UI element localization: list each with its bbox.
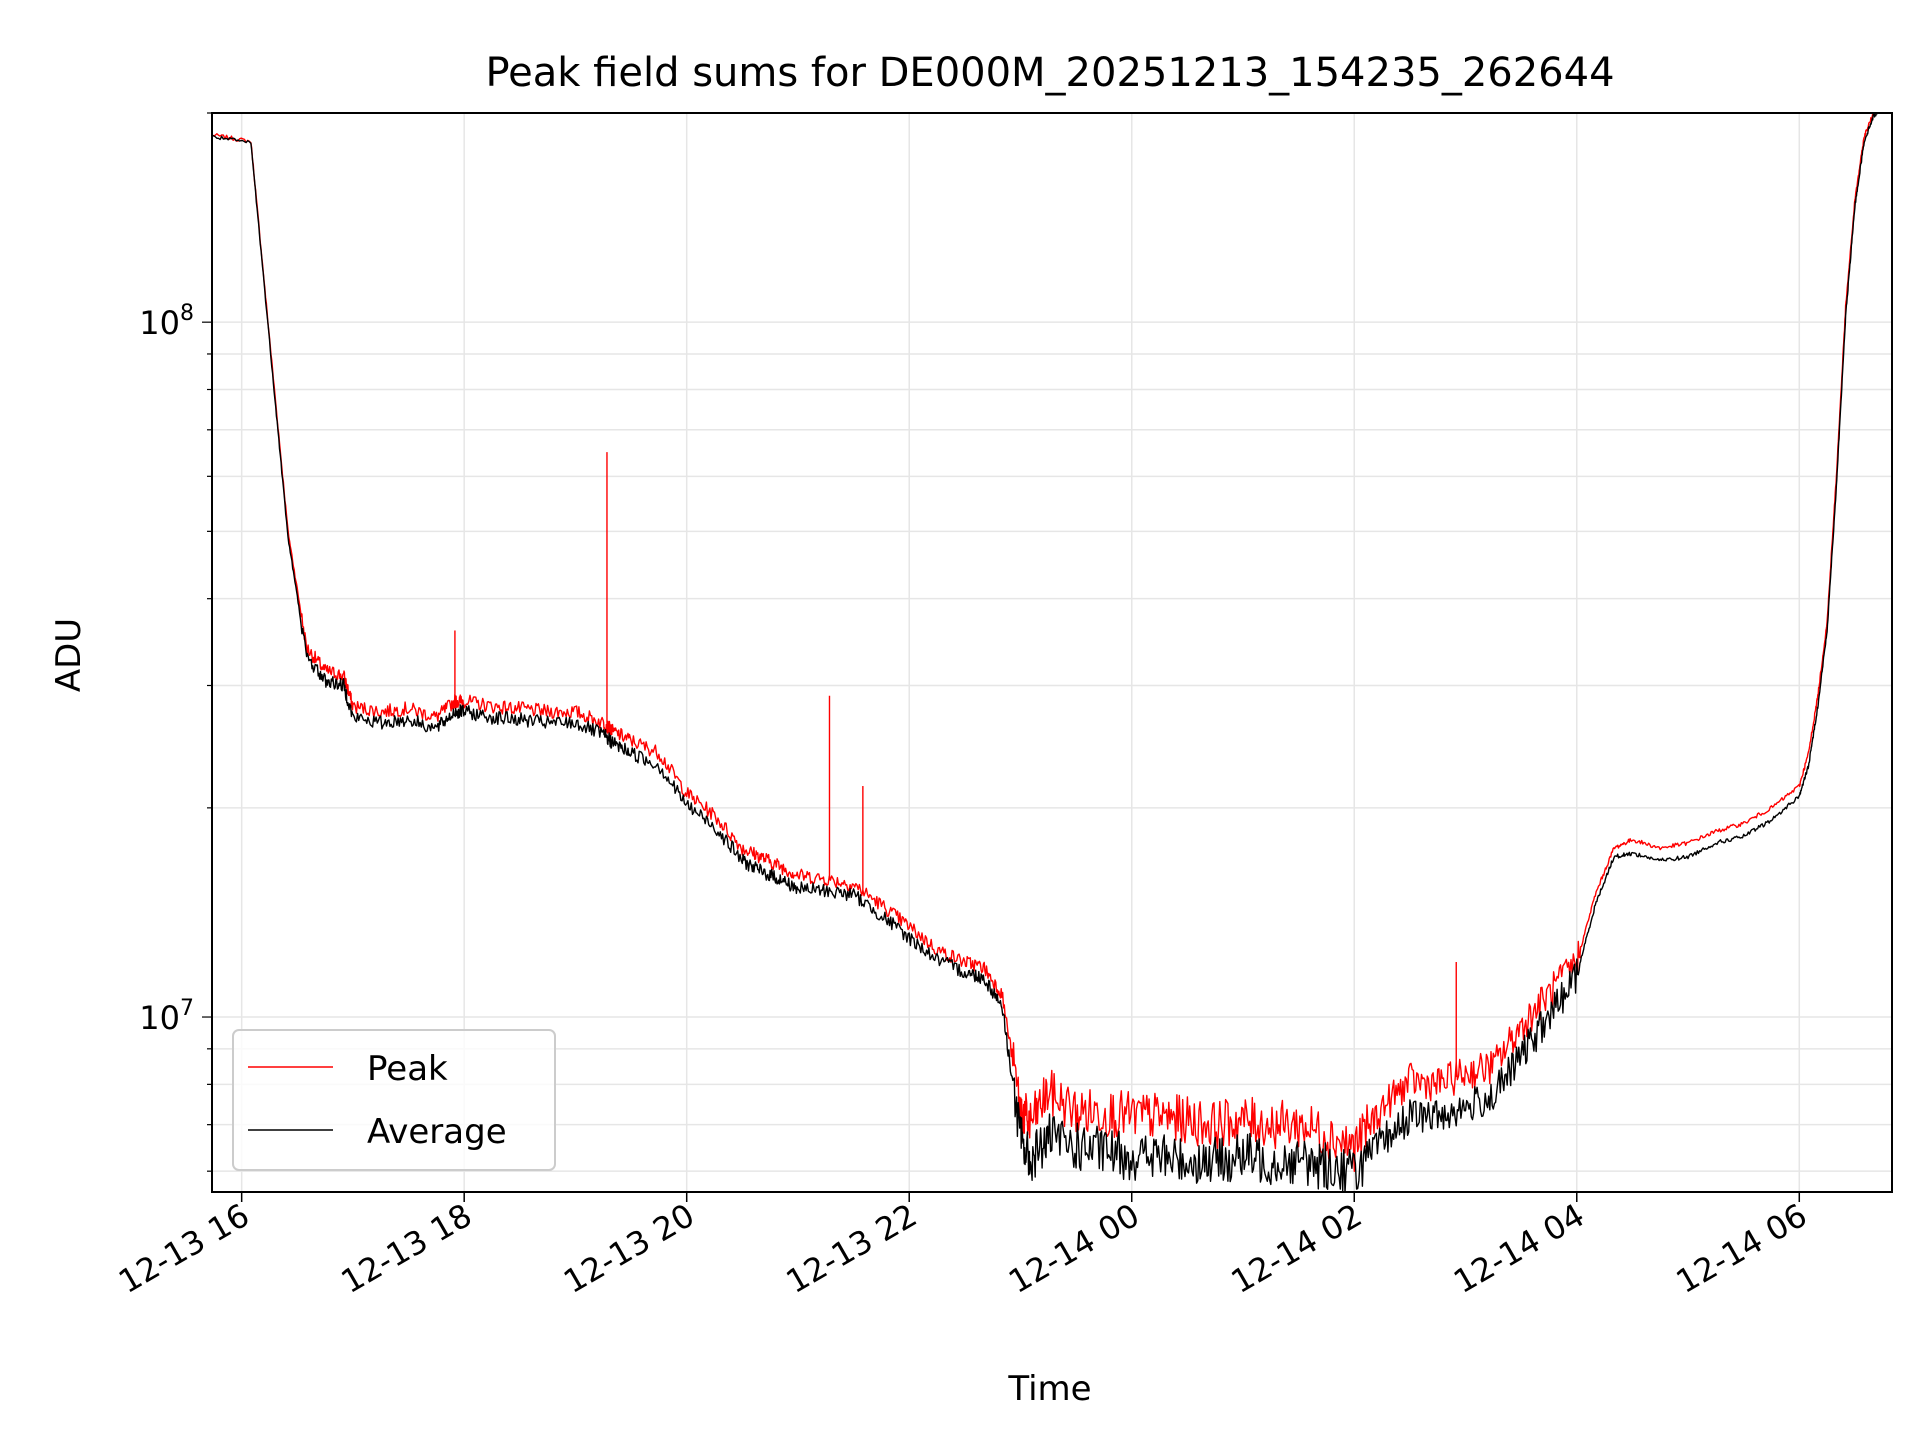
x-axis-label: Time: [1007, 1369, 1091, 1409]
legend-peak-label: Peak: [367, 1049, 448, 1089]
chart-title: Peak field sums for DE000M_20251213_1542…: [485, 50, 1614, 96]
legend: Peak Average: [232, 1029, 556, 1171]
series-line-peak: [212, 113, 1877, 1172]
y-tick-label: 108: [139, 301, 194, 342]
y-tick-label: 107: [139, 996, 194, 1037]
series-layer: [212, 113, 1879, 1192]
legend-box: [232, 1029, 556, 1171]
y-axis-label: ADU: [49, 618, 89, 692]
axes-frame: [211, 112, 1893, 1193]
series-line-average: [212, 113, 1879, 1192]
legend-average-label: Average: [367, 1112, 507, 1152]
